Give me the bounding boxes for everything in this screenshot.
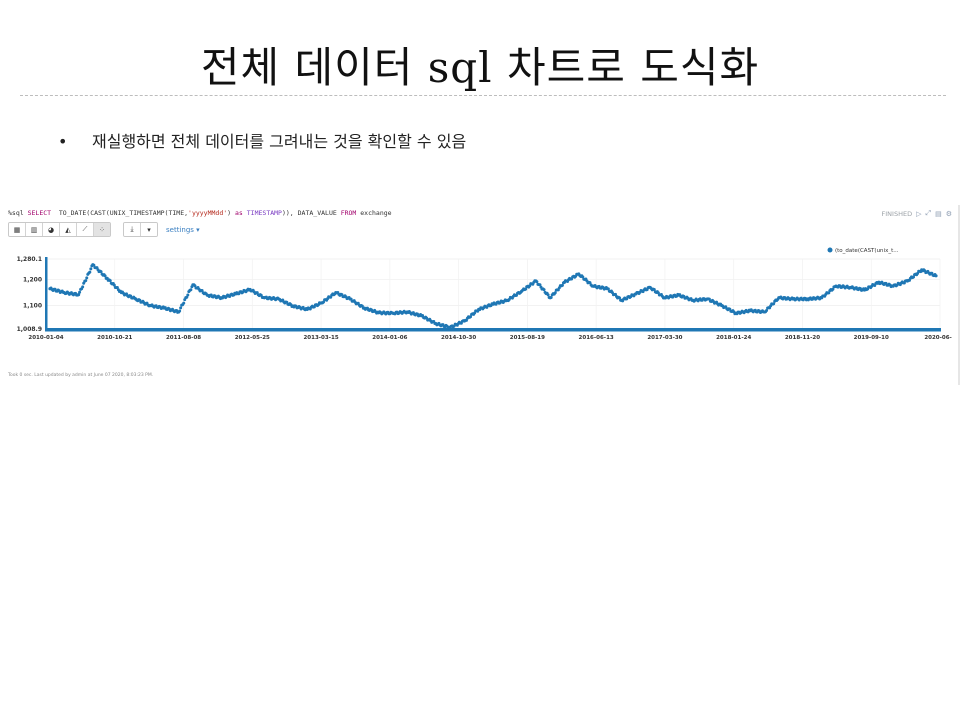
data-point[interactable] [84,279,87,282]
x-tick-label: 2018-11-20 [785,335,820,341]
line-chart-button[interactable]: ⟋ [77,223,94,236]
x-tick-label: 2010-10-21 [97,335,132,341]
bar-chart-button[interactable]: ▥ [26,223,43,236]
book-icon[interactable]: ▤ [935,210,942,218]
data-point[interactable] [550,296,553,299]
x-tick-label: 2012-05-25 [235,335,270,341]
pie-chart-icon: ◕ [48,226,54,234]
exchange-scatter-chart: 1,280.1 1,200 1,100 1,008.9 2010-01-04 2010-1… [8,243,952,373]
sql-code-line[interactable]: %sql SELECT TO_DATE(CAST(UNIX_TIMESTAMP(… [8,209,392,217]
data-point[interactable] [934,274,937,277]
data-point[interactable] [189,288,192,291]
x-tick-label: 2018-01-24 [716,335,751,341]
x-tick-label: 2020-06-0 [924,335,952,341]
x-axis-bar [45,328,941,332]
x-tick-label: 2011-08-08 [166,335,201,341]
data-point[interactable] [182,302,185,305]
paragraph-footer: Took 0 sec. Last updated by admin at Jun… [8,373,153,378]
legend-label: (to_date(CAST(unix_t... [835,248,899,254]
data-point[interactable] [535,280,538,283]
table-icon: ▦ [14,226,21,234]
download-group: ⤓ ▾ [123,222,158,237]
chart-type-group: ▦ ▥ ◕ ◭ ⟋ ⁘ [8,222,111,237]
bullet-dot-icon: • [58,132,92,151]
y-tick-label: 1,100 [23,302,42,309]
area-chart-icon: ◭ [65,226,70,234]
area-chart-button[interactable]: ◭ [60,223,77,236]
scatter-chart-icon: ⁘ [99,226,105,234]
legend-swatch [828,248,833,253]
table-view-button[interactable]: ▦ [9,223,26,236]
x-tick-label: 2015-08-19 [510,335,545,341]
scatter-chart-button[interactable]: ⁘ [94,223,110,236]
data-point[interactable] [81,285,84,288]
data-point[interactable] [554,291,557,294]
expand-icon[interactable]: ⤢ [925,209,931,218]
data-points [48,263,937,329]
line-chart-icon: ⟋ [83,225,88,234]
x-tick-label: 2016-06-13 [579,335,614,341]
gear-icon[interactable]: ⚙ [946,210,952,218]
y-tick-label: 1,280.1 [17,256,42,263]
y-tick-label: 1,008.9 [17,326,42,333]
data-point[interactable] [109,279,112,282]
zeppelin-paragraph: %sql SELECT TO_DATE(CAST(UNIX_TIMESTAMP(… [8,205,952,385]
x-tick-label: 2014-01-06 [372,335,407,341]
download-menu-button[interactable]: ▾ [141,223,157,236]
x-tick-label: 2014-10-30 [441,335,476,341]
x-tick-label: 2010-01-04 [28,335,63,341]
status-label: FINISHED [882,210,913,218]
bullet-item: • 재실행하면 전체 데이터를 그려내는 것을 확인할 수 있음 [58,128,466,152]
data-point[interactable] [543,288,546,291]
bar-chart-icon: ▥ [31,226,38,234]
run-icon[interactable]: ▷ [916,210,921,218]
chart-toolbar: ▦ ▥ ◕ ◭ ⟋ ⁘ ⤓ ▾ settings ▾ [8,222,200,237]
title-divider [20,95,946,96]
data-point[interactable] [179,306,182,309]
paragraph-status-bar: FINISHED ▷ ⤢ ▤ ⚙ [882,209,952,218]
chevron-down-icon: ▾ [147,226,151,234]
data-point[interactable] [88,271,91,274]
data-point[interactable] [178,310,181,313]
x-tick-label: 2017-03-30 [647,335,682,341]
data-point[interactable] [561,284,564,287]
download-icon: ⤓ [130,225,133,234]
bullet-text: 재실행하면 전체 데이터를 그려내는 것을 확인할 수 있음 [92,132,466,151]
y-axis-bar [45,257,48,331]
slide-title: 전체 데이터 sql 차트로 도식화 [0,34,960,95]
data-point[interactable] [85,276,88,279]
data-point[interactable] [89,267,92,270]
y-tick-label: 1,200 [23,277,42,284]
data-point[interactable] [78,291,81,294]
x-tick-label: 2019-09-10 [854,335,889,341]
download-button[interactable]: ⤓ [124,223,141,236]
settings-link[interactable]: settings ▾ [166,226,200,234]
pie-chart-button[interactable]: ◕ [43,223,60,236]
x-tick-label: 2013-03-15 [303,335,338,341]
data-point[interactable] [547,293,550,296]
data-point[interactable] [186,294,189,297]
